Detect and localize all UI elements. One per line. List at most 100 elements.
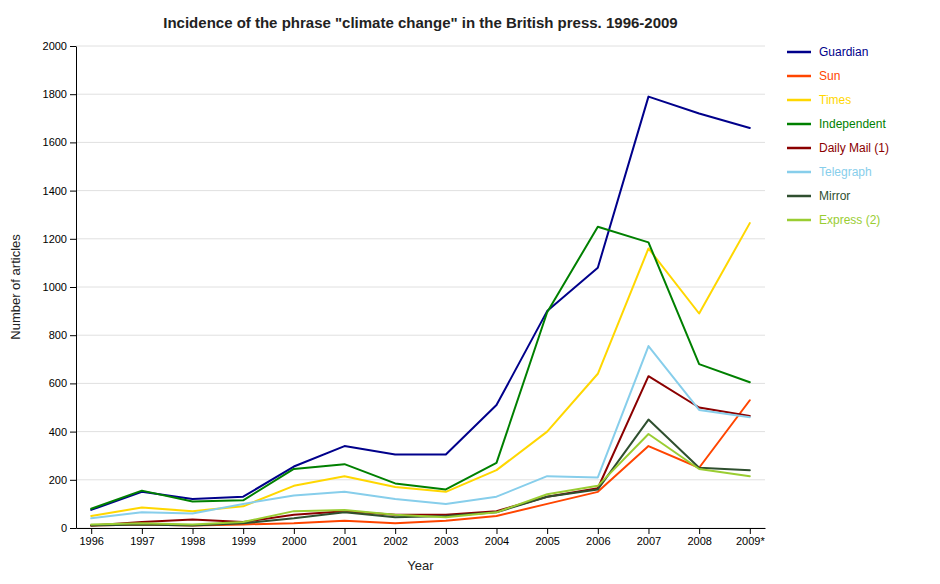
x-tick: 2005 [535,528,559,547]
y-tick-mark [70,94,76,95]
y-tick: 1000 [43,281,76,293]
x-tick-label: 2008 [687,535,711,547]
x-tick-mark [496,528,497,534]
x-tick: 2003 [434,528,458,547]
y-tick-label: 1400 [43,185,67,197]
x-tick-label: 2006 [586,535,610,547]
title: Incidence of the phrase "climate change"… [163,14,677,31]
y-tick-mark [70,287,76,288]
x-tick: 1998 [181,528,205,547]
grid [76,46,765,528]
series-line [91,434,750,524]
x-tick-mark [395,528,396,534]
x-tick: 2007 [637,528,661,547]
series-line [91,346,750,518]
legend-item: Daily Mail (1) [787,141,889,155]
y-tick: 400 [49,426,76,438]
legend-item: Independent [787,117,886,131]
x-tick: 1997 [130,528,154,547]
legend-swatch [787,99,811,102]
legend-label: Sun [819,69,840,83]
x-tick: 1999 [231,528,255,547]
grid-line [76,528,765,529]
x-tick-mark [547,528,548,534]
legend-label: Daily Mail (1) [819,141,889,155]
y-tick-label: 1800 [43,88,67,100]
y-tick: 1200 [43,233,76,245]
x-tick-label: 1997 [130,535,154,547]
legend-item: Times [787,93,851,107]
legend-label: Telegraph [819,165,872,179]
y-tick: 1800 [43,88,76,100]
y-axis-title: Number of articles [8,234,23,340]
legend-swatch [787,219,811,222]
legend-swatch [787,51,811,54]
y-tick-label: 1200 [43,233,67,245]
series-line [91,223,750,516]
y-tick-label: 600 [49,377,67,389]
x-tick-label: 2007 [637,535,661,547]
y-tick-mark [70,191,76,192]
grid-line [76,190,765,191]
legend-item: Guardian [787,45,868,59]
legend-swatch [787,123,811,126]
x-tick-mark [91,528,92,534]
y-tick: 800 [49,329,76,341]
y-tick-label: 1600 [43,136,67,148]
chart: 0200400600800100012001400160018002000199… [0,0,940,584]
x-tick-mark [699,528,700,534]
legend-label: Guardian [819,45,868,59]
series-line [91,420,750,526]
x-tick: 2001 [333,528,357,547]
series-line [91,400,750,525]
x-tick-label: 2001 [333,535,357,547]
y-tick-label: 2000 [43,40,67,52]
x-tick-label: 1998 [181,535,205,547]
x-tick: 1996 [79,528,103,547]
x-tick-label: 2005 [535,535,559,547]
x-tick-mark [750,528,751,534]
y-axis: 0 200 400 600 800 1000 1200 1400 1600 1800 2000 [43,40,77,534]
x-tick-label: 2004 [485,535,509,547]
grid-line [76,46,765,47]
y-tick: 600 [49,377,76,389]
series-line [91,227,750,509]
legend-label: Express (2) [819,213,880,227]
x-tick-label: 2002 [383,535,407,547]
x-tick-mark [446,528,447,534]
legend-label: Times [819,93,851,107]
legend-swatch [787,195,811,198]
y-tick: 1600 [43,136,76,148]
series-line [91,376,750,525]
legend-item: Telegraph [787,165,872,179]
x-axis: 1996 1997 1998 1999 2000 2001 2002 2003 2004 2005… [77,528,766,547]
y-tick-mark [70,142,76,143]
y-tick-mark [70,383,76,384]
x-tick: 2002 [383,528,407,547]
legend-swatch [787,147,811,150]
x-tick-mark [294,528,295,534]
grid-line [76,94,765,95]
grid-line [76,287,765,288]
x-tick-mark [345,528,346,534]
grid-line [76,238,765,239]
x-tick-label: 2003 [434,535,458,547]
y-tick: 200 [49,474,76,486]
axis-line [76,47,77,529]
x-tick-label: 1996 [79,535,103,547]
x-tick: 2000 [282,528,306,547]
x-tick-label: 2009* [736,535,765,547]
legend-swatch [787,171,811,174]
y-tick-label: 200 [49,474,67,486]
legend: Guardian Sun Times Independent Daily Mail (1… [787,45,889,227]
grid-line [76,142,765,143]
x-tick: 2008 [687,528,711,547]
y-tick: 0 [61,522,76,534]
x-tick-label: 1999 [231,535,255,547]
legend-label: Mirror [819,189,850,203]
y-tick: 2000 [43,40,76,52]
y-tick-label: 800 [49,329,67,341]
legend-item: Express (2) [787,213,880,227]
plot: 0200400600800100012001400160018002000199… [43,40,766,547]
legend-swatch [787,75,811,78]
